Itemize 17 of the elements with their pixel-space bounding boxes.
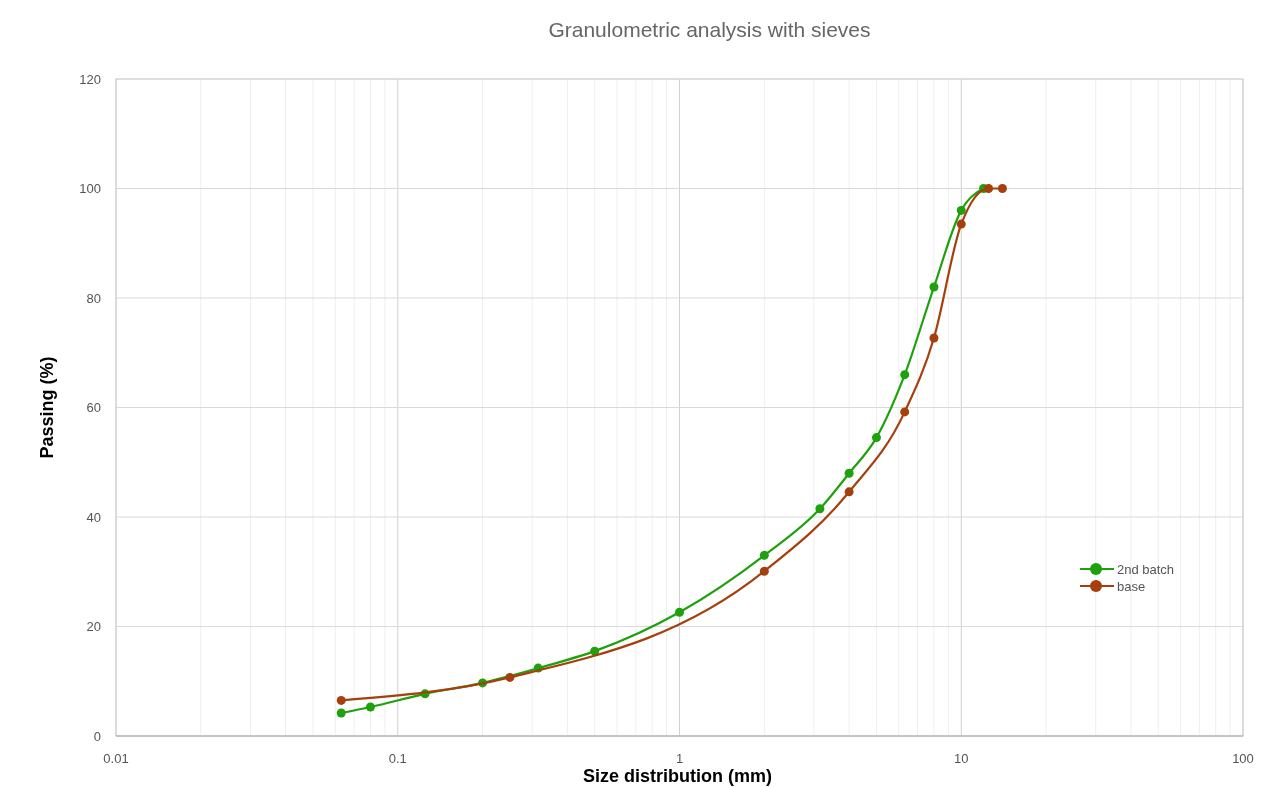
legend-label: base (1117, 578, 1146, 594)
y-tick-label: 40 (86, 509, 101, 525)
x-tick-label: 0.1 (388, 751, 407, 766)
x-tick-label: 100 (1232, 751, 1254, 766)
x-axis-title: Size distribution (mm) (583, 766, 773, 786)
y-tick-label: 60 (86, 400, 101, 415)
x-tick-label: 1 (675, 751, 684, 766)
y-axis-title: Passing (%) (37, 356, 57, 459)
y-tick-label: 120 (79, 71, 101, 87)
y-tick-label: 100 (79, 181, 101, 196)
x-tick-label: 0.01 (103, 751, 129, 766)
chart-title: Granulometric analysis with sieves (548, 18, 871, 41)
x-tick-label: 10 (954, 751, 969, 766)
y-tick-label: 20 (86, 619, 101, 634)
y-tick-label: 0 (93, 728, 101, 744)
y-tick-label: 80 (86, 290, 101, 306)
legend-label: 2nd batch (1117, 561, 1175, 577)
